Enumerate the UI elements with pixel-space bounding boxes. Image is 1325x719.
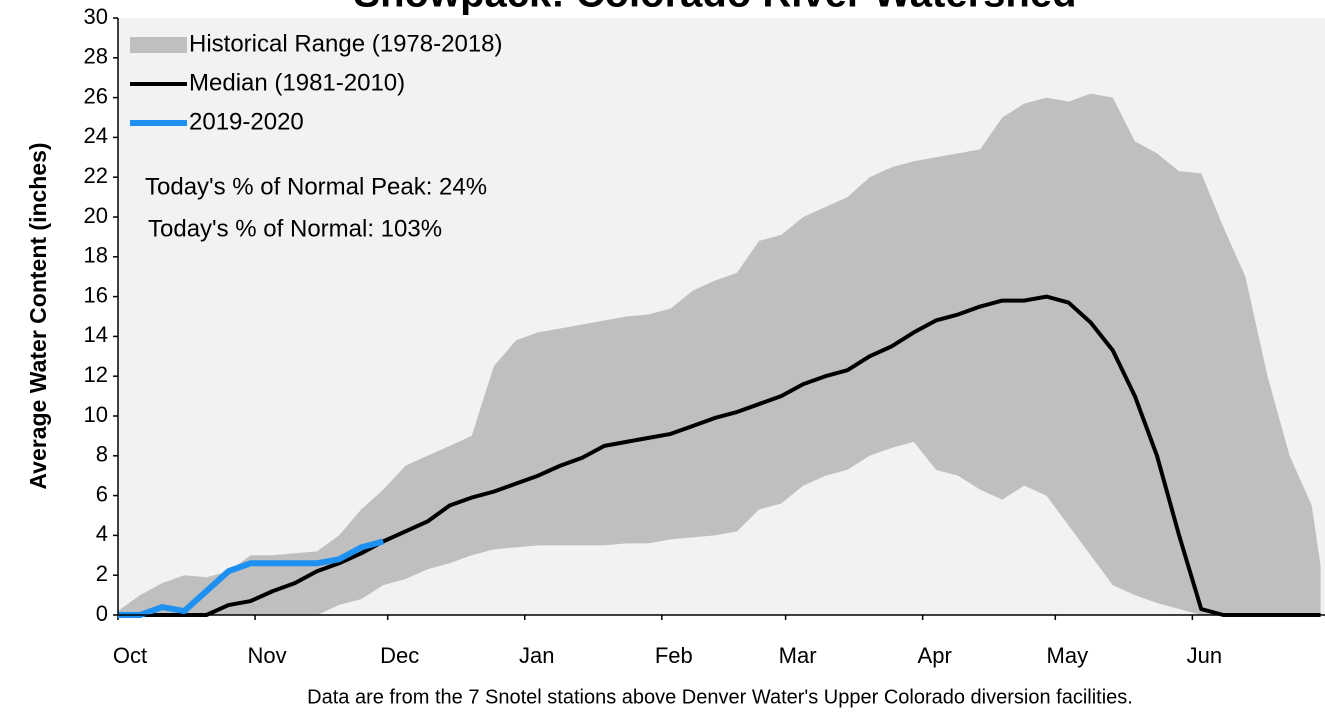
- y-tick-label: 20: [84, 203, 108, 228]
- legend-label: 2019-2020: [189, 108, 304, 135]
- y-tick-label: 18: [84, 243, 108, 268]
- x-tick-label: Nov: [247, 643, 286, 668]
- y-tick-label: 24: [84, 123, 108, 148]
- y-tick-label: 30: [84, 4, 108, 29]
- x-tick-label: Jun: [1187, 643, 1222, 668]
- y-tick-label: 26: [84, 83, 108, 108]
- x-tick-label: Apr: [918, 643, 952, 668]
- x-tick-label: Oct: [113, 643, 147, 668]
- historical-range: [118, 93, 1321, 616]
- annotation: Today's % of Normal Peak: 24%: [145, 173, 487, 200]
- y-tick-label: 2: [96, 561, 108, 586]
- x-tick-label: Jan: [519, 643, 554, 668]
- legend-label: Historical Range (1978-2018): [189, 30, 503, 57]
- x-tick-label: Dec: [380, 643, 419, 668]
- y-tick-label: 22: [84, 163, 108, 188]
- y-tick-label: 8: [96, 442, 108, 467]
- annotation: Today's % of Normal: 103%: [148, 215, 442, 242]
- y-tick-label: 16: [84, 282, 108, 307]
- y-tick-label: 0: [96, 601, 108, 626]
- x-tick-label: Mar: [779, 643, 817, 668]
- x-tick-label: May: [1047, 643, 1089, 668]
- y-tick-label: 10: [84, 402, 108, 427]
- y-tick-label: 28: [84, 44, 108, 69]
- y-tick-label: 12: [84, 362, 108, 387]
- legend-label: Median (1981-2010): [189, 69, 405, 96]
- y-tick-label: 6: [96, 481, 108, 506]
- y-axis-label: Average Water Content (inches): [25, 142, 51, 489]
- legend-swatch: [130, 37, 187, 53]
- y-tick-label: 14: [84, 322, 108, 347]
- x-tick-label: Feb: [655, 643, 693, 668]
- y-tick-label: 4: [96, 521, 108, 546]
- chart-title: Snowpack: Colorado River Watershed: [353, 0, 1076, 16]
- series-line: [118, 294, 1321, 617]
- series-line: [118, 538, 385, 618]
- footnote: Data are from the 7 Snotel stations abov…: [307, 686, 1133, 708]
